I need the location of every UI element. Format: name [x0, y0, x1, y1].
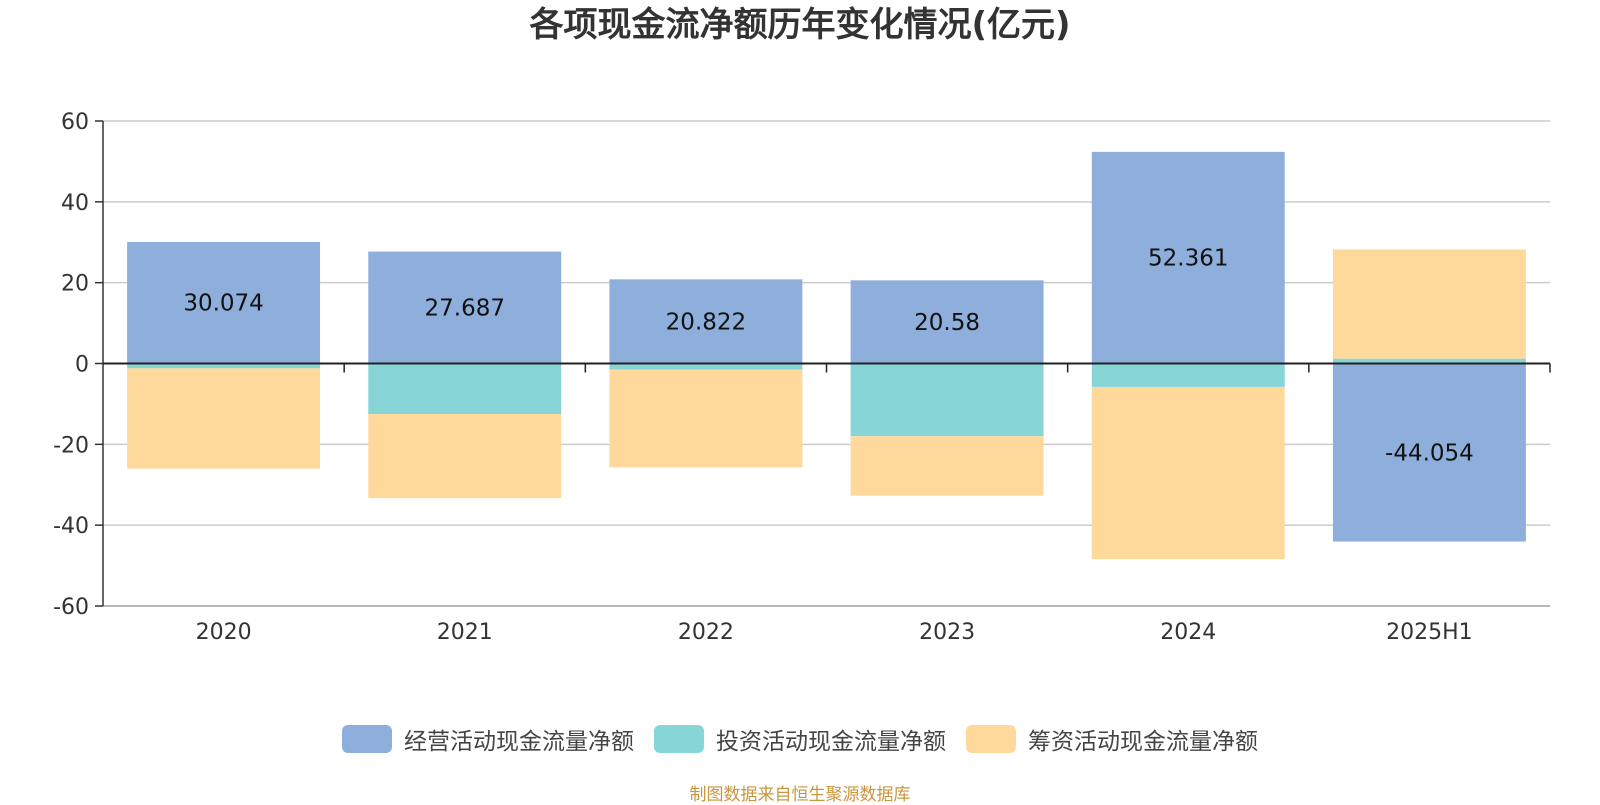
bar-segment: [609, 279, 803, 364]
y-tick-label: 40: [61, 191, 89, 216]
chart-title: 各项现金流净额历年变化情况(亿元): [529, 5, 1071, 45]
bar-segment: [609, 363, 803, 370]
y-tick-label: -40: [53, 514, 89, 539]
bar-value-label: 52.361: [1148, 246, 1228, 272]
bar-segment: [127, 363, 321, 369]
bar-segment: [368, 251, 562, 364]
bars: [127, 151, 1526, 560]
bar-segment: [368, 414, 562, 499]
data-labels: 30.074 27.687 20.822 20.58 52.361 -44.054: [183, 246, 1473, 467]
bar-segment: [850, 436, 1044, 496]
bar-value-label: 30.074: [183, 291, 263, 317]
x-tick-label: 2023: [919, 620, 975, 645]
bar-value-label: -44.054: [1385, 441, 1474, 467]
x-tick-label: 2021: [437, 620, 493, 645]
y-tick-label: 0: [75, 353, 89, 378]
legend-label: 筹资活动现金流量净额: [1028, 729, 1258, 755]
axes: 60 40 20 0 -20 -40 -60 2020 2021 2022 2023 2024 2025…: [53, 110, 1551, 645]
legend-swatch: [654, 725, 704, 753]
legend-item[interactable]: 筹资活动现金流量净额: [966, 722, 1258, 756]
legend-label: 经营活动现金流量净额: [404, 729, 634, 755]
x-tick-label: 2020: [196, 620, 252, 645]
x-tick-label: 2022: [678, 620, 734, 645]
y-tick-label: -20: [53, 433, 89, 458]
bar-segment: [1332, 249, 1526, 359]
bar-segment: [1091, 363, 1285, 387]
y-tick-label: 60: [61, 110, 89, 135]
bar-value-label: 27.687: [425, 296, 505, 322]
bar-segment: [1091, 386, 1285, 560]
bar-segment: [850, 280, 1044, 364]
y-tick-label: -60: [53, 595, 89, 620]
bar-segment: [368, 363, 562, 415]
legend: 经营活动现金流量净额 投资活动现金流量净额 筹资活动现金流量净额: [0, 722, 1600, 756]
bar-value-label: 20.58: [914, 310, 980, 336]
bar-segment: [127, 368, 321, 469]
legend-item[interactable]: 经营活动现金流量净额: [342, 722, 634, 756]
legend-swatch: [966, 725, 1016, 753]
bar-segment: [609, 369, 803, 468]
legend-swatch: [342, 725, 392, 753]
bar-value-label: 20.822: [666, 309, 746, 335]
bar-segment: [127, 241, 321, 364]
x-tick-label: 2025H1: [1386, 620, 1473, 645]
source-note: 制图数据来自恒生聚源数据库: [689, 785, 911, 805]
y-tick-label: 20: [61, 272, 89, 297]
x-tick-label: 2024: [1160, 620, 1216, 645]
legend-item[interactable]: 投资活动现金流量净额: [654, 722, 946, 756]
bar-segment: [850, 363, 1044, 437]
legend-label: 投资活动现金流量净额: [716, 729, 946, 755]
bar-segment: [1332, 358, 1526, 364]
bar-segment: [1091, 151, 1285, 364]
bar-segment: [1332, 363, 1526, 542]
